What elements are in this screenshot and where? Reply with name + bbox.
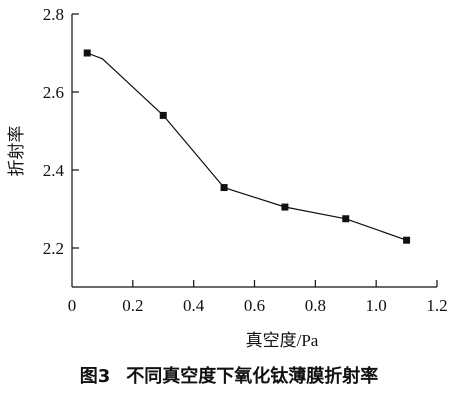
data-point (342, 215, 350, 223)
figure-number: 图3 (79, 366, 111, 387)
data-point (159, 111, 167, 119)
y-ticks: 2.2 2.4 2.6 2.8 (43, 5, 79, 258)
data-point (220, 184, 228, 192)
x-ticks: 0 0.2 0.4 0.6 0.8 1.0 1.2 (68, 280, 448, 315)
figure-title: 不同真空度下氧化钛薄膜折射率 (126, 366, 379, 387)
y-tick-label: 2.2 (43, 239, 64, 258)
x-tick-label: 1.0 (366, 296, 387, 315)
series-line (86, 52, 407, 241)
y-tick-label: 2.6 (43, 83, 64, 102)
chart-svg: 2.2 2.4 2.6 2.8 0 0.2 0.4 0.6 0.8 1.0 1.2 折射率 真空度… (7, 5, 448, 350)
x-tick-label: 0 (68, 296, 77, 315)
data-point (281, 203, 289, 211)
data-point (403, 236, 411, 244)
x-tick-label: 0.4 (183, 296, 205, 315)
chart-axes (71, 14, 437, 288)
data-point (83, 49, 91, 57)
figure-caption: 图3 不同真空度下氧化钛薄膜折射率 (0, 362, 458, 388)
x-axis-label: 真空度/Pa (246, 331, 319, 350)
x-tick-label: 1.2 (426, 296, 447, 315)
y-tick-label: 2.4 (43, 161, 65, 180)
y-tick-label: 2.8 (43, 5, 64, 24)
y-axis-label: 折射率 (7, 126, 26, 177)
x-tick-label: 0.8 (305, 296, 326, 315)
x-tick-label: 0.6 (244, 296, 265, 315)
chart-series (83, 49, 411, 244)
x-tick-label: 0.2 (122, 296, 143, 315)
